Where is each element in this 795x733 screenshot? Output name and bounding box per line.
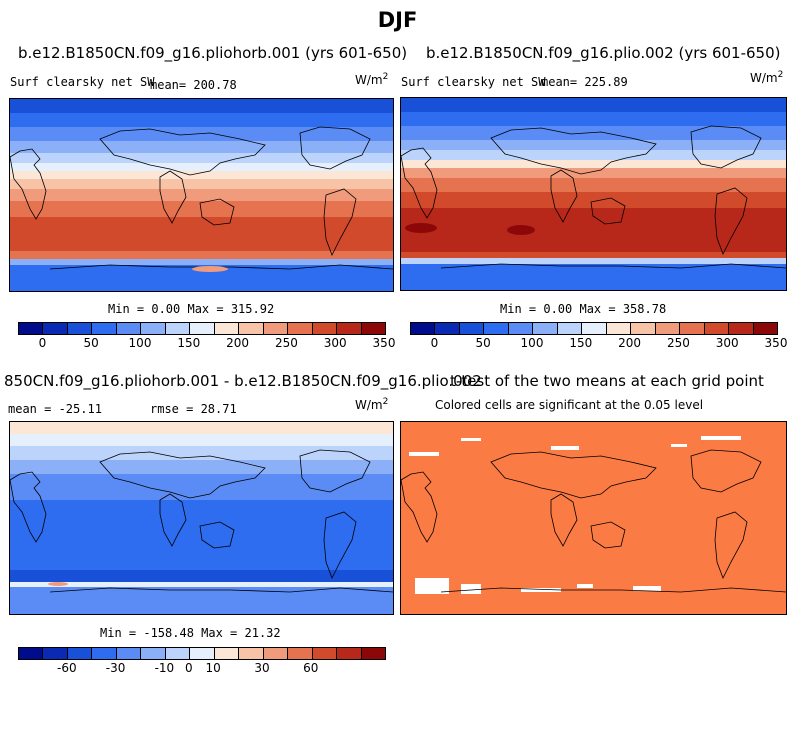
colorbar-swatch bbox=[67, 648, 93, 659]
colorbar-tick-label: 100 bbox=[520, 336, 544, 350]
colorbar-swatch bbox=[361, 648, 386, 659]
colorbar-tick-label: 200 bbox=[618, 336, 642, 350]
colorbar-swatch bbox=[141, 323, 166, 334]
top-right-mean: mean= 225.89 bbox=[541, 75, 628, 89]
colorbar-tick-label: 150 bbox=[177, 336, 201, 350]
colorbar-tick-label: 50 bbox=[83, 336, 99, 350]
top-left-map bbox=[9, 98, 394, 292]
top-right-colorbar bbox=[410, 322, 778, 335]
top-right-minmax: Min = 0.00 Max = 358.78 bbox=[500, 302, 667, 316]
top-right-variable: Surf clearsky net SW bbox=[401, 75, 546, 89]
colorbar-swatch bbox=[239, 323, 264, 334]
colorbar-tick-label: 250 bbox=[666, 336, 690, 350]
colorbar-swatch bbox=[435, 323, 460, 334]
colorbar-tick-label: 0 bbox=[430, 336, 439, 350]
colorbar-swatch bbox=[239, 648, 264, 659]
colorbar-swatch bbox=[288, 648, 313, 659]
colorbar-tick-label: -10 bbox=[154, 661, 175, 675]
colorbar-swatch bbox=[190, 648, 215, 659]
top-left-case-title: b.e12.B1850CN.f09_g16.pliohorb.001 (yrs … bbox=[18, 44, 408, 62]
colorbar-swatch bbox=[165, 323, 191, 334]
bottom-left-colorbar bbox=[18, 647, 386, 660]
bottom-left-rmse: rmse = 28.71 bbox=[150, 402, 237, 416]
colorbar-swatch bbox=[337, 648, 362, 659]
colorbar-swatch bbox=[214, 323, 240, 334]
top-left-variable: Surf clearsky net SW bbox=[10, 75, 155, 89]
colorbar-swatch bbox=[508, 323, 534, 334]
bottom-right-title: t-test of the two means at each grid poi… bbox=[450, 372, 764, 390]
colorbar-tick-label: 350 bbox=[764, 336, 788, 350]
colorbar-tick-label: 150 bbox=[569, 336, 593, 350]
colorbar-swatch bbox=[92, 648, 117, 659]
colorbar-swatch bbox=[533, 323, 558, 334]
bottom-right-map bbox=[400, 421, 787, 615]
colorbar-swatch bbox=[606, 323, 632, 334]
colorbar-swatch bbox=[729, 323, 754, 334]
colorbar-swatch bbox=[753, 323, 778, 334]
top-right-map bbox=[400, 97, 787, 291]
bottom-left-mean: mean = -25.11 bbox=[8, 402, 102, 416]
bottom-left-units: W/m2 bbox=[355, 397, 389, 412]
bottom-right-subtitle: Colored cells are significant at the 0.0… bbox=[435, 398, 704, 412]
colorbar-tick-label: 0 bbox=[184, 661, 193, 675]
colorbar-tick-label: 300 bbox=[323, 336, 347, 350]
colorbar-tick-label: 0 bbox=[38, 336, 47, 350]
top-left-units: W/m2 bbox=[355, 72, 389, 87]
colorbar-swatch bbox=[19, 323, 44, 334]
top-left-minmax: Min = 0.00 Max = 315.92 bbox=[108, 302, 275, 316]
colorbar-swatch bbox=[67, 323, 93, 334]
colorbar-swatch bbox=[484, 323, 509, 334]
colorbar-swatch bbox=[116, 323, 142, 334]
figure-title: DJF bbox=[377, 8, 418, 32]
top-right-units: W/m2 bbox=[750, 70, 784, 85]
colorbar-swatch bbox=[116, 648, 142, 659]
colorbar-swatch bbox=[337, 323, 362, 334]
colorbar-swatch bbox=[411, 323, 436, 334]
colorbar-swatch bbox=[19, 648, 44, 659]
colorbar-tick-label: 350 bbox=[372, 336, 396, 350]
colorbar-swatch bbox=[165, 648, 191, 659]
colorbar-swatch bbox=[312, 323, 338, 334]
colorbar-tick-label: -30 bbox=[105, 661, 126, 675]
colorbar-tick-label: 100 bbox=[128, 336, 152, 350]
colorbar-swatch bbox=[43, 323, 68, 334]
colorbar-tick-label: -60 bbox=[56, 661, 77, 675]
colorbar-swatch bbox=[141, 648, 166, 659]
top-left-mean: mean= 200.78 bbox=[150, 78, 237, 92]
colorbar-swatch bbox=[190, 323, 215, 334]
colorbar-tick-label: 250 bbox=[274, 336, 298, 350]
colorbar-swatch bbox=[43, 648, 68, 659]
colorbar-tick-label: 50 bbox=[475, 336, 491, 350]
colorbar-swatch bbox=[92, 323, 117, 334]
colorbar-swatch bbox=[631, 323, 656, 334]
colorbar-swatch bbox=[557, 323, 583, 334]
colorbar-tick-label: 300 bbox=[715, 336, 739, 350]
bottom-left-case-title: 850CN.f09_g16.pliohorb.001 - b.e12.B1850… bbox=[4, 372, 482, 390]
colorbar-swatch bbox=[263, 648, 289, 659]
colorbar-tick-label: 60 bbox=[303, 661, 319, 675]
colorbar-swatch bbox=[680, 323, 705, 334]
colorbar-swatch bbox=[263, 323, 289, 334]
colorbar-swatch bbox=[288, 323, 313, 334]
colorbar-swatch bbox=[214, 648, 240, 659]
colorbar-swatch bbox=[312, 648, 338, 659]
bottom-left-minmax: Min = -158.48 Max = 21.32 bbox=[100, 626, 281, 640]
colorbar-tick-label: 30 bbox=[254, 661, 270, 675]
colorbar-swatch bbox=[361, 323, 386, 334]
colorbar-swatch bbox=[655, 323, 681, 334]
top-left-colorbar bbox=[18, 322, 386, 335]
bottom-left-map bbox=[9, 421, 394, 615]
top-right-case-title: b.e12.B1850CN.f09_g16.plio.002 (yrs 601-… bbox=[426, 44, 781, 62]
colorbar-swatch bbox=[459, 323, 485, 334]
colorbar-swatch bbox=[582, 323, 607, 334]
colorbar-tick-label: 200 bbox=[226, 336, 250, 350]
colorbar-tick-label: 10 bbox=[205, 661, 221, 675]
colorbar-swatch bbox=[704, 323, 730, 334]
